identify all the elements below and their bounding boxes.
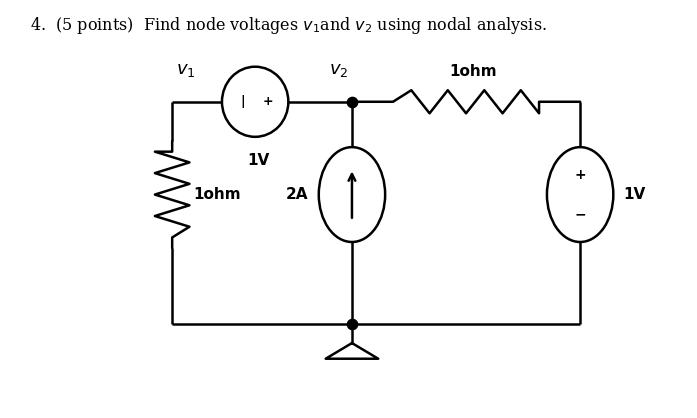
Point <box>346 98 358 105</box>
Ellipse shape <box>222 67 289 137</box>
Text: 4.  (5 points)  Find node voltages $v_1$and $v_2$ using nodal analysis.: 4. (5 points) Find node voltages $v_1$an… <box>31 15 547 36</box>
Ellipse shape <box>547 147 613 242</box>
Text: +: + <box>263 95 273 108</box>
Text: 1ohm: 1ohm <box>193 187 240 202</box>
Text: 1V: 1V <box>247 153 270 168</box>
Text: 1ohm: 1ohm <box>449 64 497 79</box>
Text: $v_2$: $v_2$ <box>329 61 348 79</box>
Point <box>346 321 358 328</box>
Text: 2A: 2A <box>286 187 308 202</box>
Text: $v_1$: $v_1$ <box>176 61 195 79</box>
Text: 1V: 1V <box>624 187 646 202</box>
Ellipse shape <box>319 147 385 242</box>
Text: +: + <box>574 168 586 182</box>
Text: |: | <box>240 95 245 108</box>
Text: −: − <box>574 207 586 222</box>
